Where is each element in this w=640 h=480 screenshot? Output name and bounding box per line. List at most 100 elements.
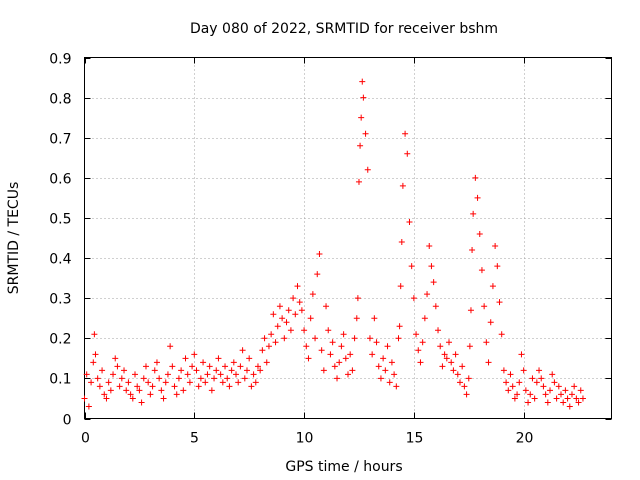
data-point <box>435 327 442 334</box>
data-point <box>263 359 270 366</box>
data-point <box>398 239 405 246</box>
data-point <box>353 315 360 322</box>
data-point <box>279 315 286 322</box>
data-point <box>386 379 393 386</box>
data-point <box>193 367 200 374</box>
data-point <box>334 375 341 382</box>
data-point <box>197 375 204 382</box>
data-point <box>129 395 136 402</box>
data-point <box>485 359 492 366</box>
data-point <box>360 94 367 101</box>
plot-frame <box>84 57 612 419</box>
data-point <box>448 359 455 366</box>
data-point <box>340 331 347 338</box>
data-point <box>329 339 336 346</box>
data-point <box>345 371 351 378</box>
data-point <box>173 391 180 398</box>
data-point <box>178 367 185 374</box>
data-point <box>142 363 149 370</box>
data-point <box>292 311 299 318</box>
data-point <box>309 291 316 298</box>
data-point <box>476 230 483 237</box>
data-point <box>118 375 125 382</box>
data-point <box>377 375 384 382</box>
data-point <box>354 295 361 302</box>
data-point <box>359 78 366 85</box>
data-point <box>555 383 562 390</box>
data-point <box>85 403 92 410</box>
data-point <box>189 363 196 370</box>
data-point <box>369 351 376 358</box>
data-point <box>153 359 160 366</box>
data-point <box>538 375 545 382</box>
data-point <box>323 303 330 310</box>
data-point <box>294 283 301 290</box>
data-point <box>562 387 569 394</box>
data-point <box>467 307 474 314</box>
data-point <box>371 315 378 322</box>
data-point <box>338 343 345 350</box>
data-point <box>290 295 297 302</box>
data-point <box>466 343 473 350</box>
data-point <box>393 383 400 390</box>
data-point <box>325 327 332 334</box>
y-tick-label: 0.9 <box>49 52 71 68</box>
data-point <box>463 391 470 398</box>
data-point <box>103 395 110 402</box>
data-point <box>248 383 255 390</box>
data-point <box>191 351 198 358</box>
data-point <box>136 387 143 394</box>
data-point <box>259 347 266 354</box>
data-point <box>182 355 189 362</box>
data-point <box>301 327 308 334</box>
data-point <box>224 375 231 382</box>
data-point <box>88 379 95 386</box>
data-point <box>90 359 97 366</box>
data-point <box>525 399 532 406</box>
data-point <box>125 379 132 386</box>
data-point <box>551 379 558 386</box>
data-point <box>520 367 527 374</box>
data-point <box>446 339 453 346</box>
data-point <box>246 355 253 362</box>
data-point <box>140 375 147 382</box>
data-point <box>522 387 529 394</box>
data-point <box>402 130 409 137</box>
data-point <box>408 263 415 270</box>
data-point <box>357 142 364 149</box>
data-point <box>105 379 112 386</box>
data-point <box>268 331 275 338</box>
data-point <box>121 367 128 374</box>
data-point <box>553 395 560 402</box>
data-point <box>443 355 450 362</box>
data-point <box>417 359 424 366</box>
data-point <box>114 363 121 370</box>
data-point <box>169 363 176 370</box>
data-point <box>579 395 586 402</box>
data-point <box>487 319 494 326</box>
data-point <box>571 383 578 390</box>
data-point <box>233 371 240 378</box>
data-point <box>560 399 567 406</box>
y-tick-label: 0 <box>63 413 72 429</box>
data-point <box>195 383 202 390</box>
data-point <box>217 371 224 378</box>
data-point <box>557 391 564 398</box>
x-tick-label: 15 <box>406 431 424 447</box>
data-point <box>219 379 226 386</box>
data-point <box>91 331 98 338</box>
data-point <box>123 387 130 394</box>
data-point <box>270 311 277 318</box>
data-point <box>112 355 119 362</box>
data-point <box>494 263 501 270</box>
data-point <box>527 391 534 398</box>
data-point <box>481 303 488 310</box>
data-point <box>158 387 165 394</box>
data-point <box>167 343 174 350</box>
data-point <box>206 363 213 370</box>
x-tick-label: 0 <box>81 431 90 447</box>
data-point <box>542 391 549 398</box>
data-point <box>366 335 373 342</box>
data-point <box>171 383 178 390</box>
data-point <box>235 379 242 386</box>
